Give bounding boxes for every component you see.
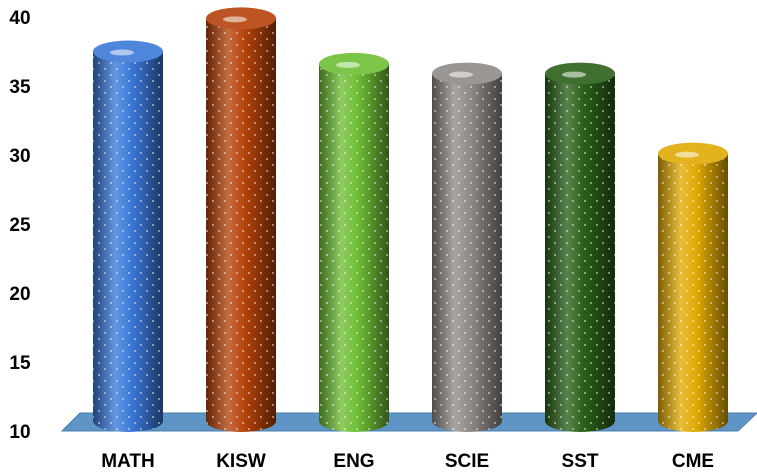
- bar-texture: [93, 51, 163, 432]
- bar-highlight: [223, 16, 247, 23]
- y-tick-label: 10: [9, 422, 30, 443]
- bar-sst: [545, 62, 615, 432]
- x-axis: MATH KISW ENG SCIE SST CME: [101, 451, 714, 472]
- bar-texture: [432, 73, 502, 432]
- bar-cme: [658, 142, 728, 432]
- bar-texture: [206, 18, 276, 432]
- bar-texture: [545, 73, 615, 432]
- bar-texture: [319, 63, 389, 433]
- y-tick-label: 30: [9, 146, 30, 167]
- y-tick-label: 40: [9, 8, 30, 29]
- bar-texture: [658, 153, 728, 432]
- bar-kisw: [206, 7, 276, 432]
- y-tick-label: 20: [9, 284, 30, 305]
- bars: [93, 7, 728, 433]
- bar-highlight: [336, 61, 360, 68]
- x-tick-label: CME: [672, 451, 714, 472]
- bar-eng: [319, 52, 389, 433]
- bar-scie: [432, 62, 502, 432]
- x-tick-label: MATH: [101, 451, 154, 472]
- x-tick-label: KISW: [216, 451, 266, 472]
- y-axis: 10 15 20 25 30 35 40: [9, 8, 31, 443]
- chart-floor-plane: [60, 412, 757, 432]
- bar-highlight: [562, 71, 586, 78]
- y-tick-label: 35: [9, 77, 31, 98]
- y-tick-label: 25: [9, 215, 31, 236]
- x-tick-label: SST: [562, 451, 599, 472]
- chart-floor: [60, 412, 757, 432]
- y-tick-label: 15: [9, 353, 31, 374]
- bar-highlight: [110, 49, 134, 56]
- bar-highlight: [675, 151, 699, 158]
- bar-math: [93, 40, 163, 432]
- x-tick-label: SCIE: [445, 451, 489, 472]
- x-tick-label: ENG: [333, 451, 374, 472]
- bar-highlight: [449, 71, 473, 78]
